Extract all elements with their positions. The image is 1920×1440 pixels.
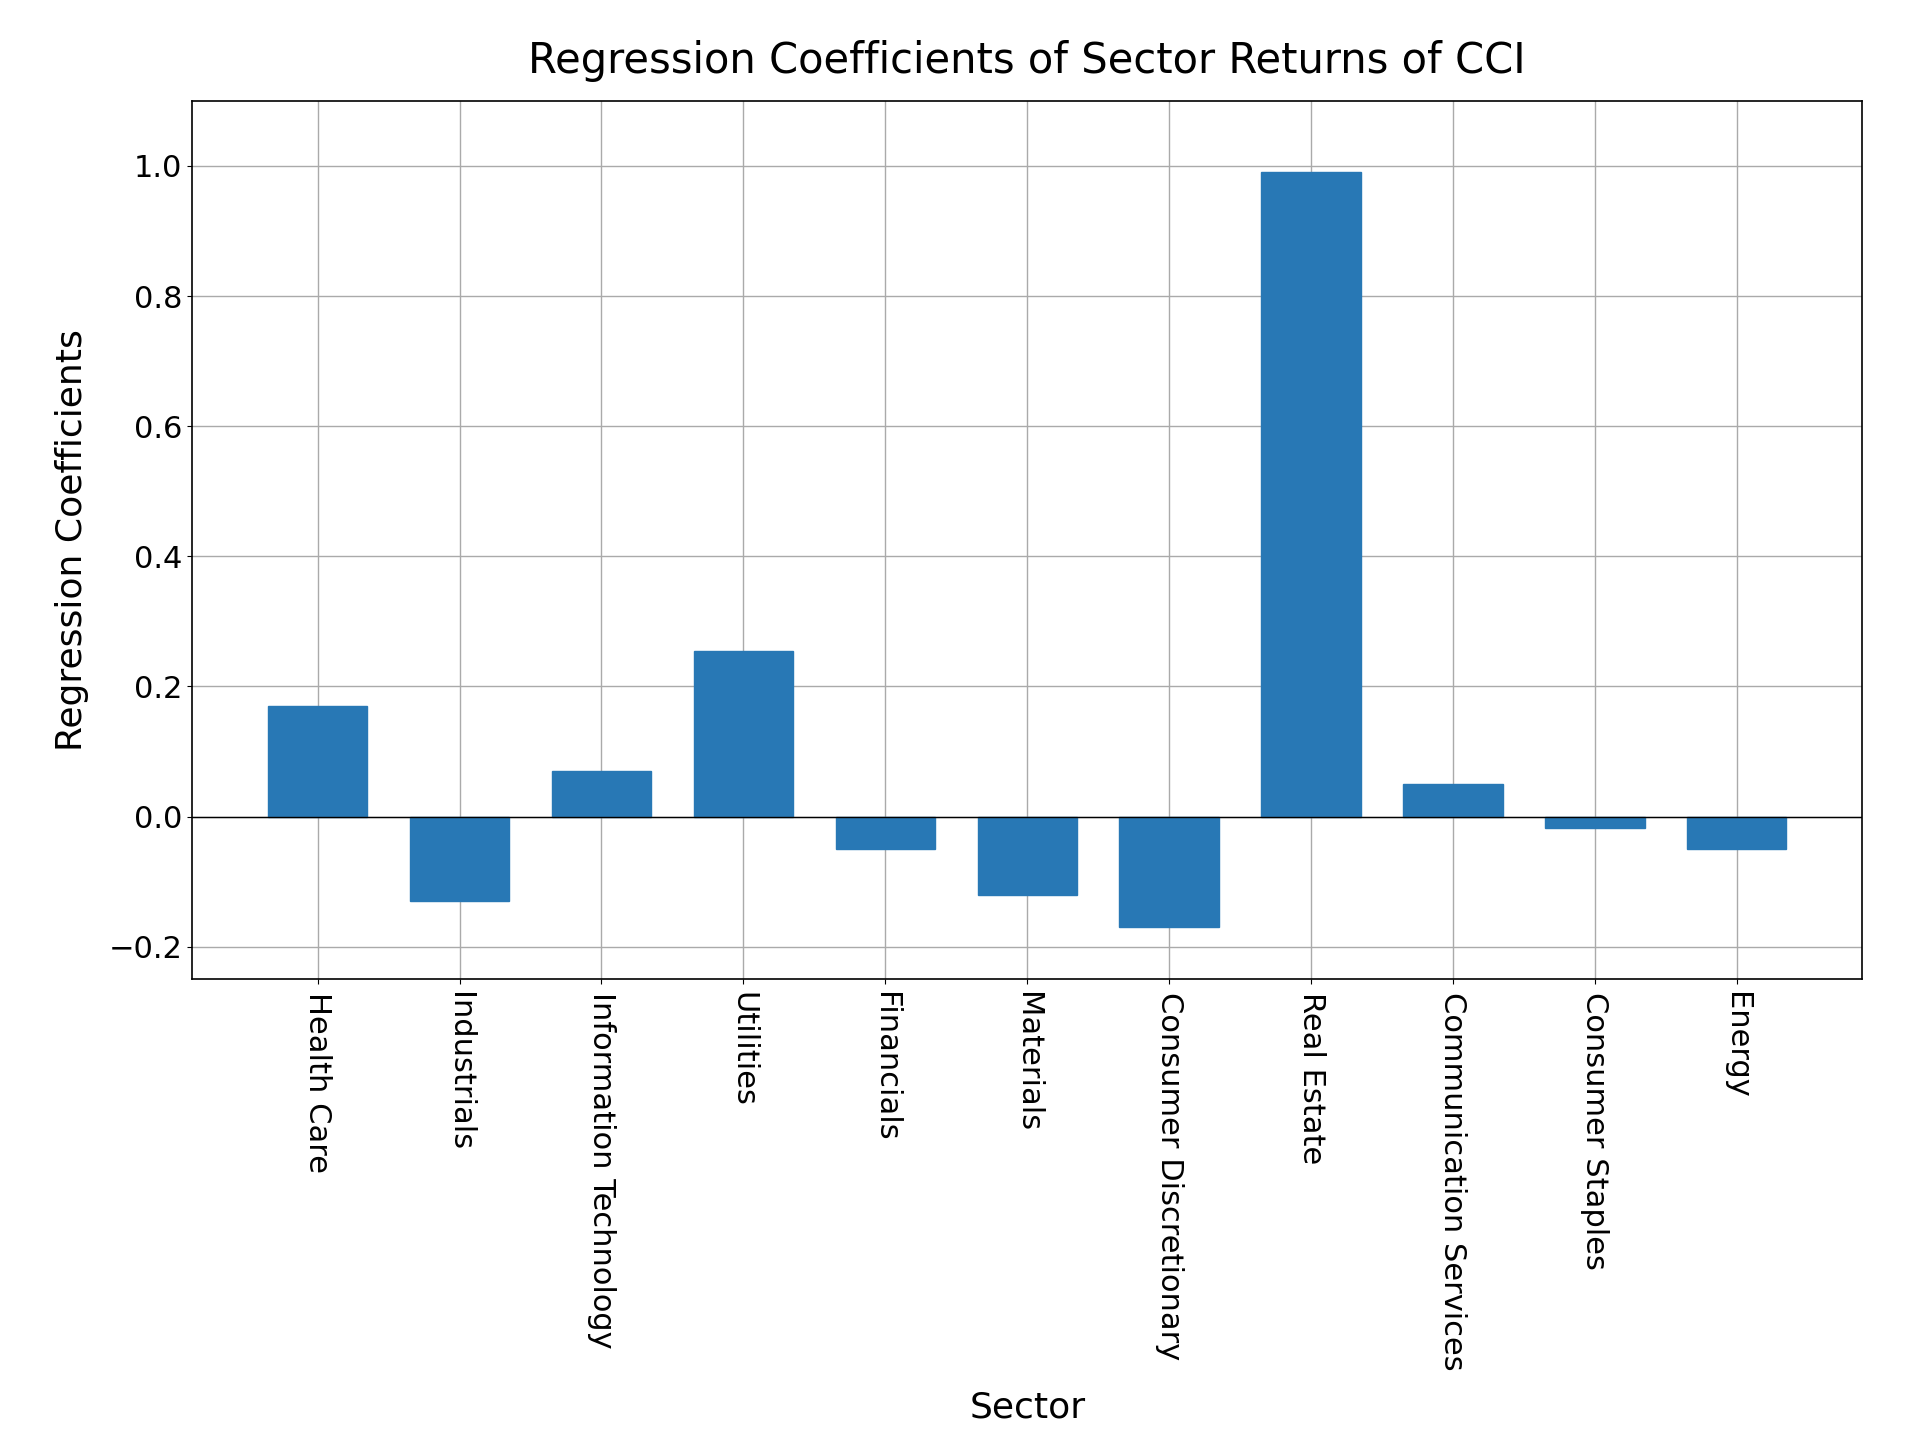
Bar (1261, 173, 1361, 816)
X-axis label: Sector: Sector (970, 1391, 1085, 1424)
Bar (1119, 816, 1219, 927)
Bar (693, 651, 793, 816)
Bar (1688, 816, 1786, 850)
Bar (551, 770, 651, 816)
Bar (977, 816, 1077, 894)
Bar (409, 816, 509, 901)
Bar (1404, 783, 1503, 816)
Bar (1546, 816, 1645, 828)
Y-axis label: Regression Coefficients: Regression Coefficients (56, 330, 88, 750)
Bar (835, 816, 935, 850)
Title: Regression Coefficients of Sector Returns of CCI: Regression Coefficients of Sector Return… (528, 40, 1526, 82)
Bar (269, 706, 367, 816)
